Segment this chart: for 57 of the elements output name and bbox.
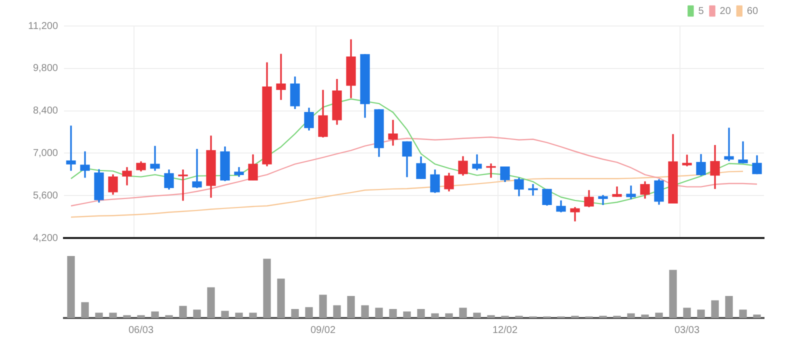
bar xyxy=(417,308,425,318)
bar xyxy=(165,315,173,318)
x-tick-label: 09/02 xyxy=(310,324,336,336)
bar xyxy=(95,312,103,318)
y-tick-label: 5,600 xyxy=(32,190,58,202)
bar xyxy=(123,315,131,318)
y-tick-label: 8,400 xyxy=(32,106,58,117)
candlestick xyxy=(486,163,496,178)
bar xyxy=(487,315,495,318)
bar xyxy=(389,308,397,318)
bar xyxy=(291,308,299,318)
bar xyxy=(683,308,691,318)
bar xyxy=(249,312,257,318)
bar xyxy=(655,312,663,318)
bar xyxy=(711,300,719,318)
bar xyxy=(67,256,75,318)
candlestick xyxy=(598,194,608,206)
bar xyxy=(361,305,369,318)
candlestick xyxy=(612,186,622,197)
y-tick-label: 7,000 xyxy=(32,148,58,159)
bar xyxy=(347,296,355,318)
bar xyxy=(193,310,201,318)
legend-label: 60 xyxy=(746,6,758,17)
bar xyxy=(319,294,327,318)
y-tick-label: 11,200 xyxy=(28,20,58,32)
bar xyxy=(753,314,761,318)
bar xyxy=(277,278,285,318)
bar xyxy=(641,314,649,318)
bar xyxy=(333,305,341,318)
bar xyxy=(305,307,313,318)
bar xyxy=(459,308,467,318)
bar xyxy=(151,311,159,318)
bar xyxy=(179,306,187,318)
bar xyxy=(627,313,635,318)
x-tick-label: 12/02 xyxy=(492,324,518,336)
x-tick-label: 03/03 xyxy=(674,324,700,336)
bar xyxy=(263,258,271,318)
bar xyxy=(81,302,89,318)
x-tick-label: 06/03 xyxy=(128,324,154,336)
y-tick-label: 4,200 xyxy=(32,232,58,244)
bar xyxy=(445,313,453,318)
legend-label: 20 xyxy=(720,6,732,17)
bar xyxy=(431,313,439,318)
legend-label: 5 xyxy=(698,6,704,17)
bar xyxy=(669,270,677,318)
bar xyxy=(473,312,481,318)
y-tick-label: 9,800 xyxy=(32,63,58,74)
bar xyxy=(375,308,383,318)
bar xyxy=(109,312,117,318)
bar xyxy=(137,315,145,318)
bar xyxy=(403,311,411,318)
bar xyxy=(739,310,747,318)
bar xyxy=(725,296,733,318)
bar xyxy=(207,287,215,318)
bar xyxy=(221,310,229,318)
bar xyxy=(235,312,243,318)
bar xyxy=(697,310,705,318)
